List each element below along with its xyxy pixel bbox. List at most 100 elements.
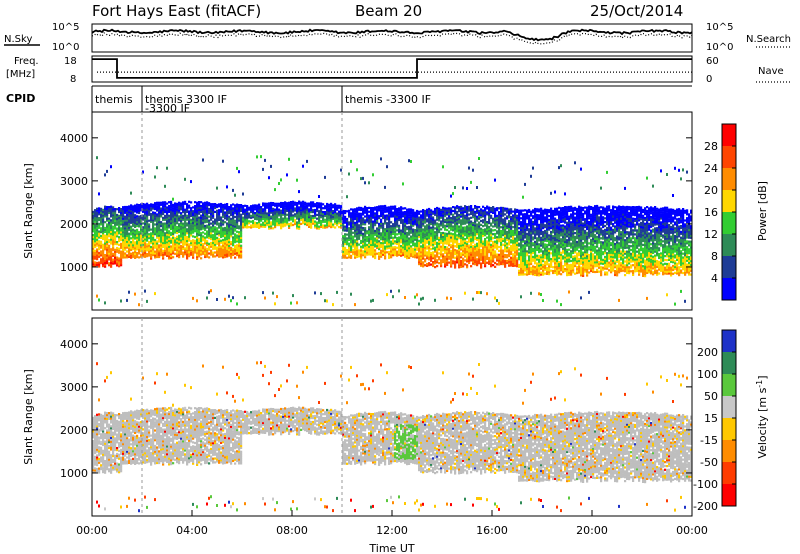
power-cell — [306, 212, 309, 215]
power-cell — [360, 239, 363, 243]
power-cell — [424, 217, 427, 220]
power-cell — [318, 215, 321, 219]
power-cell — [120, 254, 123, 257]
power-cell — [186, 203, 189, 206]
power-cell — [526, 236, 529, 239]
power-cell — [270, 201, 273, 205]
power-cell — [260, 211, 263, 214]
power-cell — [354, 246, 357, 250]
power-cell — [320, 204, 323, 207]
power-cell — [368, 239, 371, 242]
power-cell — [472, 254, 475, 257]
power-cell — [424, 213, 427, 216]
power-cell — [478, 213, 481, 216]
power-cell — [456, 261, 459, 264]
power-cell — [306, 204, 309, 207]
power-cell — [482, 228, 485, 232]
power-cell — [528, 208, 531, 212]
power-cell — [198, 203, 201, 206]
power-cell — [170, 224, 173, 227]
power-cell — [112, 254, 115, 257]
power-cell — [470, 207, 473, 210]
power-cell — [108, 264, 111, 267]
power-cell — [524, 242, 527, 245]
power-cell — [440, 261, 443, 264]
power-cell — [502, 214, 505, 217]
power-cell — [152, 254, 155, 257]
power-cell — [468, 246, 471, 249]
power-cell — [414, 295, 416, 299]
power-cell — [288, 203, 291, 206]
power-cell — [470, 236, 473, 239]
power-cell — [446, 238, 449, 241]
power-cell — [252, 216, 255, 219]
power-cell — [108, 219, 111, 222]
power-cell — [436, 208, 439, 212]
power-cell — [176, 255, 179, 258]
power-cell — [180, 204, 183, 207]
power-cell — [228, 252, 231, 255]
power-cell — [188, 251, 191, 254]
power-cell — [386, 231, 389, 234]
power-cell — [158, 246, 161, 249]
power-cell — [424, 209, 427, 213]
power-cell — [168, 255, 171, 258]
power-cell — [338, 218, 341, 221]
power-cell — [154, 211, 157, 214]
power-cell — [346, 237, 349, 240]
power-cell — [348, 244, 351, 247]
power-cell — [326, 226, 329, 229]
power-cell — [494, 217, 497, 220]
power-cell — [468, 234, 471, 237]
power-cell — [166, 247, 169, 250]
power-cell — [386, 237, 389, 240]
power-cell — [94, 226, 97, 229]
power-cell — [136, 252, 139, 255]
power-cell — [394, 230, 397, 233]
power-cell — [258, 215, 261, 218]
power-cell — [412, 236, 415, 239]
power-cell — [134, 241, 137, 244]
power-cell — [362, 234, 365, 237]
power-cell — [128, 209, 131, 212]
power-cell — [376, 227, 379, 230]
power-cell — [380, 222, 383, 225]
power-cell — [286, 206, 289, 209]
power-cell — [166, 208, 169, 211]
power-cell — [178, 250, 181, 253]
power-cell — [114, 231, 117, 234]
power-cell — [516, 238, 519, 241]
power-cell — [350, 239, 353, 242]
power-cell — [382, 253, 385, 256]
power-cell — [178, 246, 181, 249]
power-cell — [490, 236, 493, 239]
power-cell — [416, 293, 418, 297]
power-cell — [366, 210, 369, 213]
power-cell — [398, 218, 401, 222]
power-cell — [150, 203, 153, 206]
power-cell — [184, 253, 187, 256]
power-cell — [172, 213, 175, 216]
power-cell — [136, 255, 139, 259]
power-cell — [346, 225, 349, 228]
power-cell — [506, 261, 509, 265]
power-cell — [466, 254, 469, 257]
power-cell — [156, 228, 159, 231]
power-cell — [182, 216, 185, 219]
power-cell — [164, 201, 167, 204]
power-cell — [470, 243, 473, 246]
power-cell — [198, 208, 201, 211]
power-cell — [384, 251, 387, 254]
power-cell — [110, 236, 113, 239]
power-cell — [180, 212, 183, 215]
power-cell — [140, 224, 143, 227]
power-cell — [284, 224, 287, 227]
power-cell — [94, 245, 97, 249]
power-cell — [404, 296, 406, 299]
power-cell — [388, 223, 391, 226]
power-cell — [226, 208, 229, 211]
power-cell — [426, 251, 429, 254]
power-cell — [396, 208, 399, 211]
power-cell — [384, 232, 387, 235]
power-cell — [426, 255, 429, 258]
